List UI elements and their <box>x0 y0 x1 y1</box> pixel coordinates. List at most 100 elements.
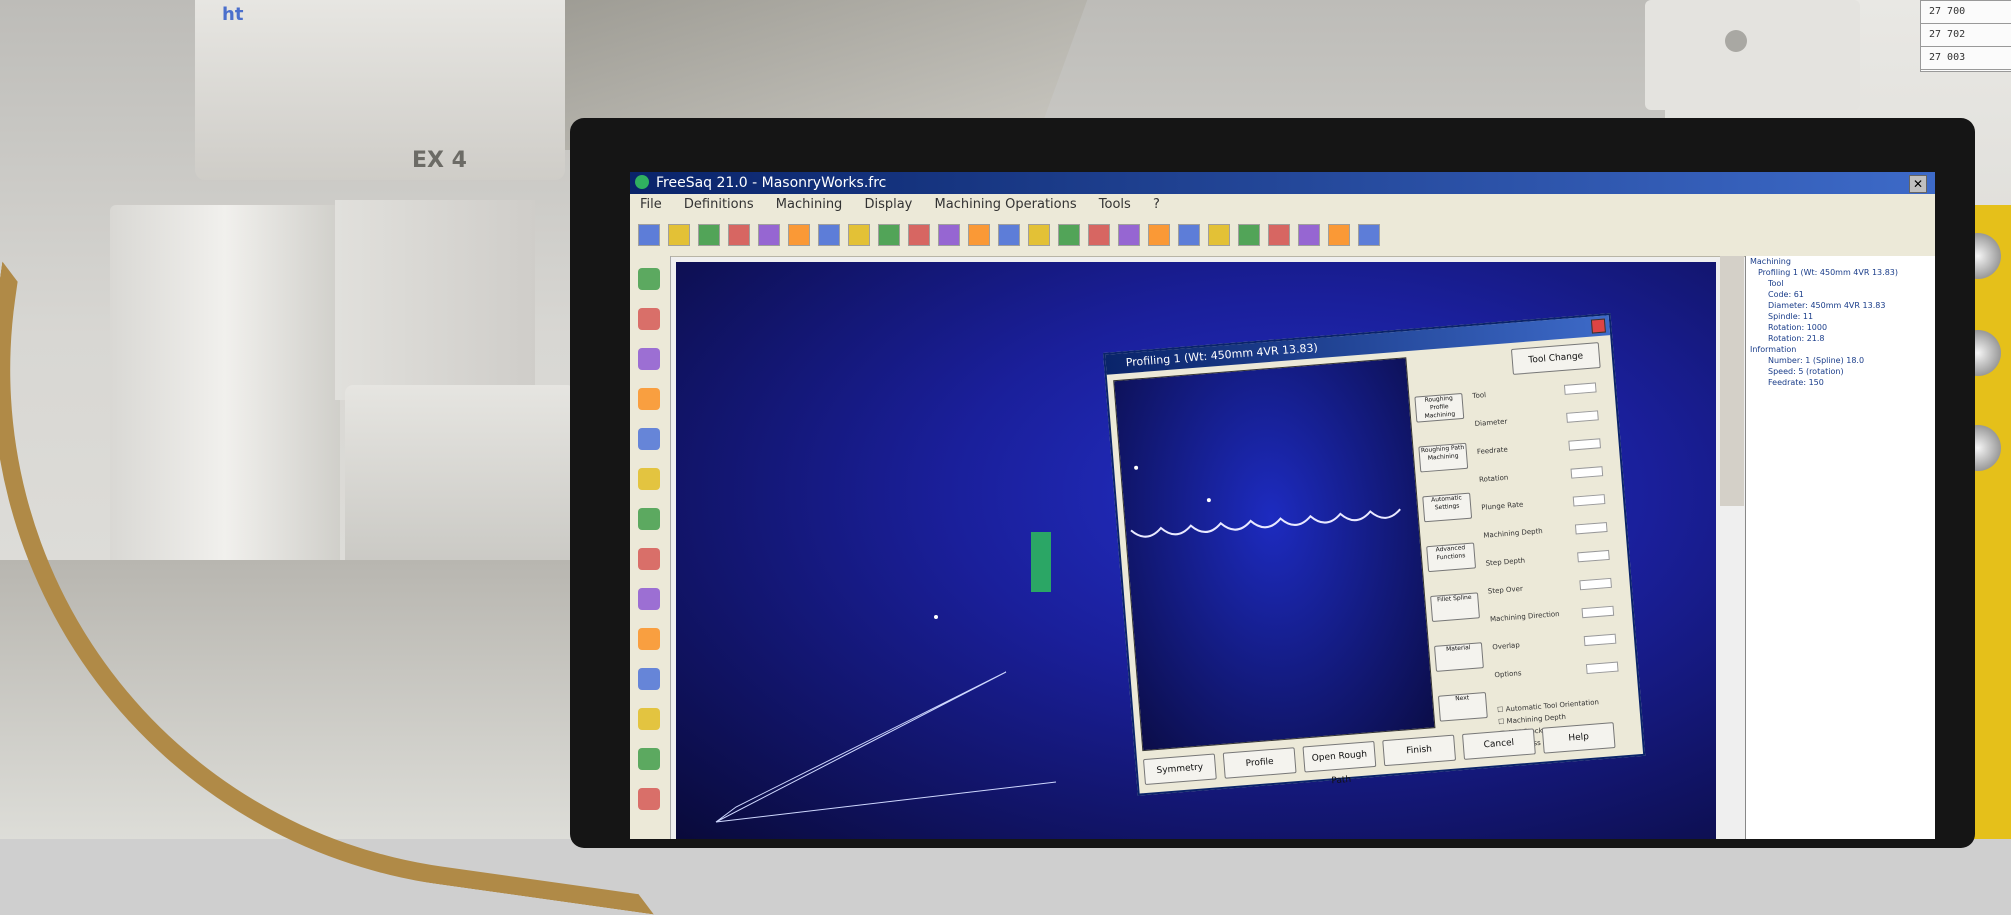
settings-icon[interactable] <box>1358 224 1380 246</box>
flag-icon[interactable] <box>1328 224 1350 246</box>
zoom-in-icon[interactable] <box>638 268 660 290</box>
tree-tabs[interactable] <box>1720 256 1744 506</box>
arrow-icon[interactable] <box>1058 224 1080 246</box>
grid-icon[interactable] <box>1118 224 1140 246</box>
cube-icon[interactable] <box>638 428 660 450</box>
tree-item[interactable]: Feedrate: 150 <box>1768 378 1824 387</box>
tree-item[interactable]: Information <box>1750 345 1797 354</box>
line-icon[interactable] <box>1238 224 1260 246</box>
color-icon[interactable] <box>728 224 750 246</box>
machine-gantry <box>195 0 565 180</box>
menu-file[interactable]: File <box>640 197 662 212</box>
field-input[interactable] <box>1583 633 1617 647</box>
field-input[interactable] <box>1563 382 1597 395</box>
phone-icon[interactable] <box>638 708 660 730</box>
phone-icon[interactable] <box>638 748 660 770</box>
menu-display[interactable]: Display <box>864 197 913 212</box>
field-label: Step Depth <box>1485 556 1526 568</box>
menu-bar: File Definitions Machining Display Machi… <box>630 194 1935 216</box>
label-plate: 27 700 27 702 27 003 <box>1920 0 2011 72</box>
profile-icon[interactable] <box>818 224 840 246</box>
cut-icon[interactable] <box>938 224 960 246</box>
tree-item[interactable]: Tool <box>1768 279 1784 288</box>
zoom-out-icon[interactable] <box>638 308 660 330</box>
tool-change-button[interactable]: Tool Change <box>1510 342 1601 375</box>
screen-icon[interactable] <box>638 388 660 410</box>
field-input[interactable] <box>1572 494 1606 507</box>
cut-icon[interactable] <box>968 224 990 246</box>
tree-item[interactable]: Spindle: 11 <box>1768 312 1814 321</box>
side-button[interactable]: Roughing Profile Machining <box>1414 392 1465 423</box>
home-icon[interactable] <box>638 348 660 370</box>
field-input[interactable] <box>1581 605 1615 619</box>
field-label: Options <box>1494 669 1522 680</box>
field-input[interactable] <box>1577 549 1610 563</box>
tree-item[interactable]: Number: 1 (Spline) 18.0 <box>1768 356 1865 365</box>
tree-item[interactable]: Diameter: 450mm 4VR 13.83 <box>1768 301 1886 310</box>
arrow-icon[interactable] <box>1028 224 1050 246</box>
tree-item[interactable]: Speed: 5 (rotation) <box>1768 367 1844 376</box>
field-input[interactable] <box>1570 466 1604 479</box>
layers-icon[interactable] <box>638 788 660 810</box>
side-button[interactable]: Automatic Settings <box>1422 492 1473 523</box>
dialog-button[interactable]: Finish <box>1382 734 1457 767</box>
tool-icon[interactable] <box>1148 224 1170 246</box>
field-input[interactable] <box>1585 661 1619 675</box>
dialog-button[interactable]: Profile <box>1222 747 1297 779</box>
field-input[interactable] <box>1566 410 1599 423</box>
pin-icon[interactable] <box>638 468 660 490</box>
menu-machining-operations[interactable]: Machining Operations <box>934 197 1077 212</box>
side-button[interactable]: Roughing Path Machining <box>1418 442 1469 473</box>
save-icon[interactable] <box>698 224 720 246</box>
side-button[interactable]: Fillet Spline <box>1430 592 1480 623</box>
profile-icon[interactable] <box>848 224 870 246</box>
new-icon[interactable] <box>638 224 660 246</box>
copy-icon[interactable] <box>998 224 1020 246</box>
field-input[interactable] <box>1574 521 1608 535</box>
dialog-button[interactable]: Symmetry <box>1142 753 1217 786</box>
edit-icon[interactable] <box>908 224 930 246</box>
field-label: Machining Depth <box>1483 527 1544 540</box>
grid-icon[interactable] <box>758 224 780 246</box>
menu-definitions[interactable]: Definitions <box>683 197 754 212</box>
menu-help[interactable]: ? <box>1152 197 1160 212</box>
gantry-logo: ht <box>222 4 244 25</box>
palette-icon[interactable] <box>638 628 660 650</box>
open-icon[interactable] <box>668 224 690 246</box>
operation-tree[interactable]: Machining Profiling 1 (Wt: 450mm 4VR 13.8… <box>1745 256 1935 839</box>
gantry-label: EX 4 <box>412 148 467 173</box>
tree-item[interactable]: Rotation: 21.8 <box>1768 334 1825 343</box>
tree-item[interactable]: Profiling 1 (Wt: 450mm 4VR 13.83) <box>1758 268 1898 277</box>
field-label: Overlap <box>1491 641 1521 652</box>
doc-icon[interactable] <box>1298 224 1320 246</box>
field-input[interactable] <box>1579 577 1612 591</box>
grid-icon[interactable] <box>1088 224 1110 246</box>
profile-icon[interactable] <box>788 224 810 246</box>
dialog-button[interactable]: Help <box>1541 722 1616 754</box>
dialog-button[interactable]: Cancel <box>1462 728 1536 760</box>
circle-icon[interactable] <box>1178 224 1200 246</box>
side-button[interactable]: Material <box>1434 642 1484 672</box>
dialog-close-icon[interactable] <box>1590 318 1606 334</box>
image-icon[interactable] <box>638 588 660 610</box>
rectangle-icon[interactable] <box>1208 224 1230 246</box>
tree-item[interactable]: Rotation: 1000 <box>1768 323 1828 332</box>
target-icon[interactable] <box>638 508 660 530</box>
field-input[interactable] <box>1568 438 1602 451</box>
menu-machining[interactable]: Machining <box>775 197 843 212</box>
close-icon[interactable]: ✕ <box>1909 175 1927 193</box>
doc-icon[interactable] <box>638 548 660 570</box>
checkbox[interactable]: ☐ Automatic Tool Orientation <box>1496 698 1600 715</box>
profile-preview <box>1113 357 1436 752</box>
tree-item[interactable]: Code: 61 <box>1768 290 1804 299</box>
dialog-form: Tool Change Roughing Profile Machining Ro… <box>1411 342 1632 756</box>
side-button[interactable]: Next <box>1437 692 1488 722</box>
dialog-button[interactable]: Open Rough Path <box>1302 740 1377 786</box>
tree-item[interactable]: Machining <box>1750 257 1791 266</box>
layers-icon[interactable] <box>1268 224 1290 246</box>
field-label: Machining Direction <box>1489 609 1560 624</box>
menu-tools[interactable]: Tools <box>1098 197 1131 212</box>
side-button[interactable]: Advanced Functions <box>1426 542 1477 573</box>
grid-icon[interactable] <box>638 668 660 690</box>
marker-icon[interactable] <box>878 224 900 246</box>
